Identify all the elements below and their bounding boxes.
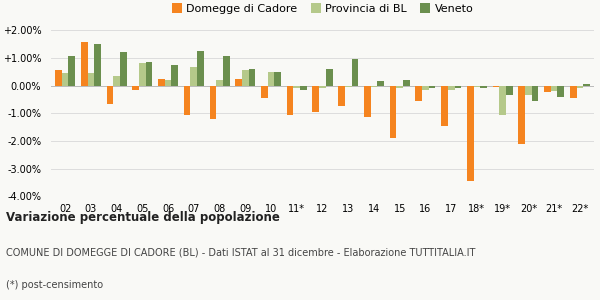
Bar (338, 85, 345, 106)
Bar (94, 44, 101, 86)
Bar (415, 85, 422, 101)
Bar (544, 85, 551, 92)
Bar (499, 85, 506, 115)
Bar (326, 69, 332, 86)
Bar (146, 62, 152, 86)
Bar (345, 85, 352, 87)
Bar (493, 85, 499, 87)
Bar (429, 85, 436, 88)
Legend: Domegge di Cadore, Provincia di BL, Veneto: Domegge di Cadore, Provincia di BL, Vene… (167, 0, 478, 18)
Bar (274, 72, 281, 86)
Bar (473, 85, 480, 87)
Bar (235, 79, 242, 86)
Text: COMUNE DI DOMEGGE DI CADORE (BL) - Dati ISTAT al 31 dicembre - Elaborazione TUTT: COMUNE DI DOMEGGE DI CADORE (BL) - Dati … (6, 248, 475, 257)
Bar (352, 59, 358, 86)
Bar (455, 85, 461, 88)
Bar (448, 85, 455, 90)
Bar (583, 84, 590, 86)
Bar (313, 85, 319, 112)
Bar (242, 70, 248, 85)
Bar (184, 85, 190, 115)
Bar (397, 85, 403, 88)
Bar (300, 85, 307, 90)
Bar (441, 85, 448, 126)
Bar (139, 63, 146, 86)
Bar (197, 51, 204, 86)
Bar (467, 85, 473, 181)
Bar (268, 72, 274, 86)
Bar (165, 80, 172, 86)
Bar (551, 85, 557, 91)
Bar (158, 79, 165, 86)
Bar (216, 80, 223, 86)
Bar (506, 85, 512, 95)
Bar (518, 85, 525, 144)
Bar (377, 81, 384, 86)
Bar (248, 69, 256, 86)
Bar (113, 76, 120, 86)
Text: (*) post-censimento: (*) post-censimento (6, 280, 103, 290)
Bar (364, 85, 371, 117)
Bar (570, 85, 577, 98)
Bar (120, 52, 127, 86)
Bar (403, 80, 410, 86)
Bar (88, 73, 94, 85)
Bar (371, 85, 377, 87)
Bar (287, 85, 293, 115)
Bar (223, 56, 230, 86)
Bar (422, 85, 429, 90)
Bar (68, 56, 75, 86)
Bar (133, 85, 139, 90)
Bar (261, 85, 268, 98)
Bar (577, 85, 583, 88)
Bar (389, 85, 397, 138)
Bar (81, 43, 88, 86)
Bar (532, 85, 538, 101)
Bar (557, 85, 564, 97)
Bar (190, 68, 197, 85)
Bar (293, 85, 300, 88)
Bar (480, 85, 487, 88)
Bar (525, 85, 532, 95)
Bar (172, 65, 178, 85)
Text: Variazione percentuale della popolazione: Variazione percentuale della popolazione (6, 212, 280, 224)
Bar (55, 70, 62, 85)
Bar (107, 85, 113, 103)
Bar (209, 85, 216, 119)
Bar (319, 85, 326, 88)
Bar (62, 73, 68, 85)
